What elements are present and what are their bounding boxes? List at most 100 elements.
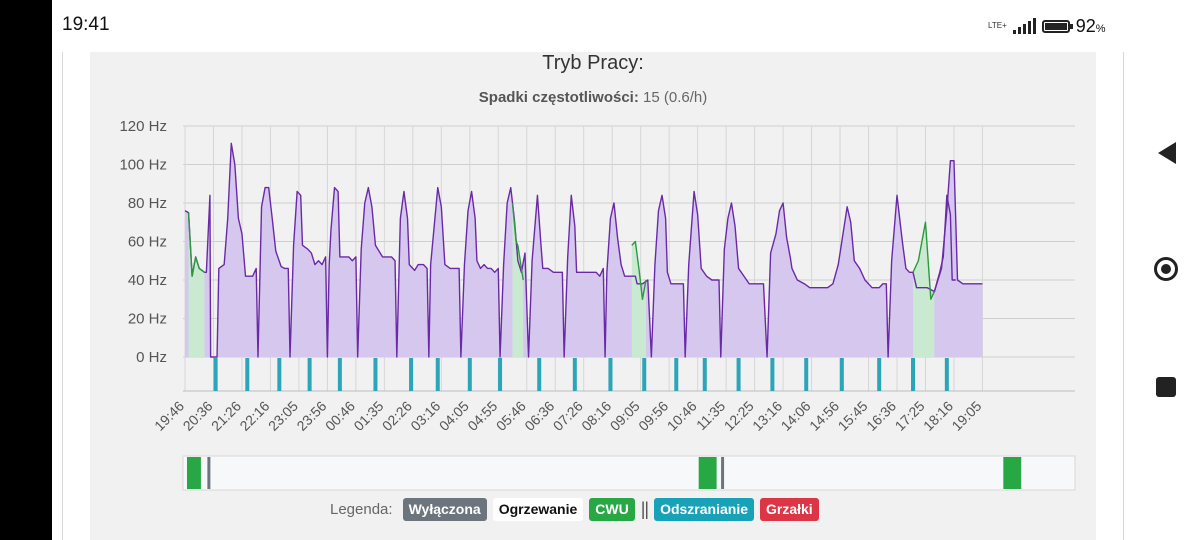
home-icon[interactable] — [1154, 257, 1178, 281]
series-line — [184, 142, 956, 358]
x-tick-label: 09:56 — [635, 398, 671, 434]
x-tick-label: 17:25 — [892, 398, 928, 434]
series-area — [631, 241, 647, 357]
defrost-event-marker — [702, 358, 707, 391]
signal-icon — [1012, 18, 1036, 34]
legend-separator: || — [640, 499, 649, 519]
x-tick-label: 05:46 — [493, 398, 529, 434]
clock: 19:41 — [62, 14, 110, 35]
series-area — [512, 203, 524, 357]
legend: Legenda: Wyłączona Ogrzewanie CWU || Ods… — [330, 498, 819, 521]
series-area — [188, 212, 205, 357]
x-tick-label: 20:36 — [180, 398, 216, 434]
legend-off[interactable]: Wyłączona — [402, 498, 487, 521]
defrost-event-marker — [409, 358, 414, 391]
content-border-right — [1123, 52, 1124, 540]
defrost-event-marker — [911, 358, 916, 391]
defrost-event-marker — [307, 358, 312, 391]
defrost-event-marker — [674, 358, 679, 391]
frequency-drops-value: 15 (0.6/h) — [643, 89, 708, 106]
x-tick-label: 00:46 — [322, 398, 358, 434]
x-tick-label: 23:05 — [265, 398, 301, 434]
x-tick-label: 12:25 — [721, 398, 757, 434]
frequency-chart[interactable]: 0 Hz 20 Hz 40 Hz 60 Hz 80 Hz 100 Hz 120 Hz 19:4… — [90, 52, 1096, 492]
x-tick-label: 19:46 — [151, 398, 187, 434]
defrost-event-marker — [770, 358, 775, 391]
x-tick-label: 03:16 — [407, 398, 443, 434]
defrost-event-marker — [877, 358, 882, 391]
legend-label: Legenda: — [330, 501, 393, 518]
content-border-left — [62, 52, 63, 540]
navigator-cwu-block — [186, 457, 201, 489]
x-tick-label: 02:26 — [379, 398, 415, 434]
y-tick-label: 120 Hz — [119, 118, 167, 135]
battery-icon — [1041, 19, 1073, 33]
navigator — [182, 455, 1076, 491]
network-type: LTE+ — [988, 21, 1007, 30]
y-tick-label: 80 Hz — [128, 195, 167, 212]
x-tick-label: 19:05 — [948, 398, 984, 434]
battery-percent: 92% — [1075, 15, 1106, 36]
x-tick-label: 23:56 — [293, 398, 329, 434]
back-icon[interactable] — [1158, 142, 1176, 164]
defrost-event-marker — [642, 358, 647, 391]
status-icons: LTE+ 92% — [988, 14, 1106, 38]
defrost-event-marker — [537, 358, 542, 391]
x-tick-label: 15:45 — [835, 398, 871, 434]
defrost-event-marker — [498, 358, 503, 391]
x-tick-label: 04:05 — [436, 398, 472, 434]
x-tick-label: 14:56 — [806, 398, 842, 434]
series-line — [631, 240, 647, 300]
legend-defrost[interactable]: Odszranianie — [654, 498, 754, 521]
defrost-event-marker — [373, 358, 378, 391]
x-tick-label: 11:35 — [693, 398, 729, 434]
x-tick-label: 06:36 — [521, 398, 557, 434]
navigator-cwu-block — [698, 457, 717, 489]
series-line — [933, 159, 983, 292]
defrost-event-marker — [608, 358, 613, 391]
defrost-event-marker — [736, 358, 741, 391]
series-line — [187, 212, 205, 277]
navigator-cwu-block — [1003, 457, 1022, 489]
x-tick-label: 13:16 — [749, 398, 785, 434]
x-tick-label: 18:16 — [920, 398, 956, 434]
series-area — [913, 222, 935, 357]
defrost-event-marker — [245, 358, 250, 391]
y-tick-label: 40 Hz — [128, 272, 167, 289]
defrost-event-marker — [277, 358, 282, 391]
series-line — [912, 221, 936, 300]
x-tick-label: 16:36 — [863, 398, 899, 434]
defrost-event-marker — [337, 358, 342, 391]
legend-heaters[interactable]: Grzałki — [760, 498, 819, 521]
x-tick-label: 21:26 — [208, 398, 244, 434]
y-tick-label: 100 Hz — [119, 157, 167, 174]
series-line — [511, 202, 524, 281]
x-tick-label: 10:46 — [664, 398, 700, 434]
y-tick-label: 20 Hz — [128, 311, 167, 328]
x-tick-label: 09:05 — [607, 398, 643, 434]
defrost-event-marker — [213, 358, 218, 391]
defrost-event-marker — [839, 358, 844, 391]
x-tick-label: 01:35 — [350, 398, 386, 434]
navigator-off-marker — [721, 457, 725, 489]
series-area — [934, 160, 983, 357]
phone-screen: 19:41 LTE+ 92% Tryb Pracy: Spadki często… — [52, 0, 1200, 540]
x-tick-label: 22:16 — [236, 398, 272, 434]
card-title: Tryb Pracy: — [542, 52, 644, 74]
defrost-event-marker — [572, 358, 577, 391]
recent-apps-icon[interactable] — [1156, 377, 1176, 397]
navigation-bar — [1132, 52, 1200, 540]
x-tick-label: 14:06 — [778, 398, 814, 434]
x-tick-label: 07:26 — [550, 398, 586, 434]
defrost-event-marker — [944, 358, 949, 391]
frequency-drops-label: Spadki częstotliwości: — [478, 89, 639, 106]
legend-heating[interactable]: Ogrzewanie — [492, 498, 584, 521]
x-tick-label: 04:55 — [464, 398, 500, 434]
y-tick-label: 60 Hz — [128, 234, 167, 251]
defrost-event-marker — [467, 358, 472, 391]
y-tick-label: 0 Hz — [136, 349, 167, 366]
defrost-event-marker — [804, 358, 809, 391]
frequency-drops-summary: Spadki częstotliwości: 15 (0.6/h) — [90, 89, 1096, 106]
legend-cwu[interactable]: CWU — [589, 498, 635, 521]
series-area — [185, 143, 956, 357]
